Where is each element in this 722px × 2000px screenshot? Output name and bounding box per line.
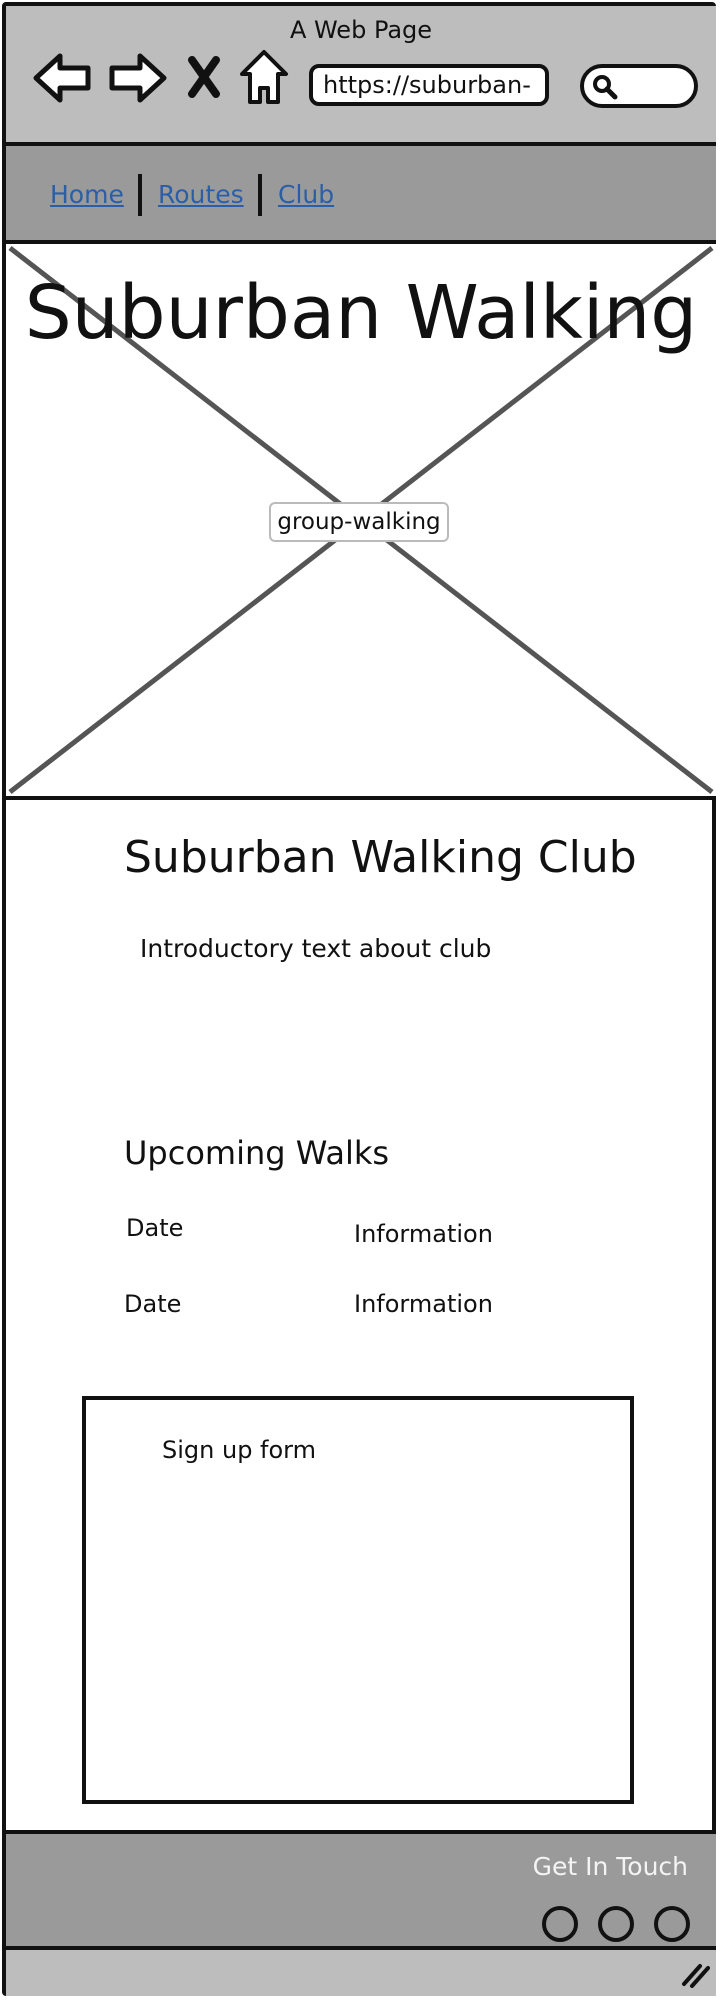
signup-form-label: Sign up form xyxy=(162,1436,317,1464)
window-title: A Web Page xyxy=(289,16,433,44)
social-circle-icon[interactable] xyxy=(598,1906,634,1942)
nav-link-club[interactable]: Club xyxy=(278,180,335,209)
status-bar xyxy=(6,1950,716,1996)
footer: Get In Touch xyxy=(6,1830,716,1950)
forward-arrow-icon[interactable] xyxy=(106,50,168,106)
walk-information: Information xyxy=(354,1220,493,1248)
nav-bar: Home Routes Club xyxy=(6,146,716,244)
close-x-icon[interactable] xyxy=(186,56,222,98)
intro-text: Introductory text about club xyxy=(140,934,492,963)
footer-title: Get In Touch xyxy=(532,1852,688,1881)
browser-toolbar: A Web Page https://suburban- xyxy=(6,6,716,146)
club-title: Suburban Walking Club xyxy=(124,832,637,883)
walk-information: Information xyxy=(354,1290,493,1318)
walk-date: Date xyxy=(124,1290,182,1318)
hero-image-placeholder: Suburban Walking group-walking xyxy=(6,244,716,800)
nav-divider xyxy=(138,174,142,216)
hero-title: Suburban Walking xyxy=(24,270,698,356)
upcoming-walks-heading: Upcoming Walks xyxy=(124,1134,390,1172)
home-icon[interactable] xyxy=(238,48,290,106)
search-input[interactable] xyxy=(580,64,698,108)
social-circle-icon[interactable] xyxy=(542,1906,578,1942)
back-arrow-icon[interactable] xyxy=(32,50,94,106)
walk-date: Date xyxy=(126,1214,184,1242)
image-caption: group-walking xyxy=(269,502,449,542)
social-circle-icon[interactable] xyxy=(654,1906,690,1942)
signup-form[interactable]: Sign up form xyxy=(82,1396,634,1804)
url-input[interactable]: https://suburban- xyxy=(309,64,549,106)
nav-link-routes[interactable]: Routes xyxy=(158,180,244,209)
resize-grip-icon[interactable] xyxy=(678,1958,710,1988)
nav-link-home[interactable]: Home xyxy=(50,180,124,209)
nav-divider xyxy=(258,174,262,216)
search-icon xyxy=(593,75,618,100)
